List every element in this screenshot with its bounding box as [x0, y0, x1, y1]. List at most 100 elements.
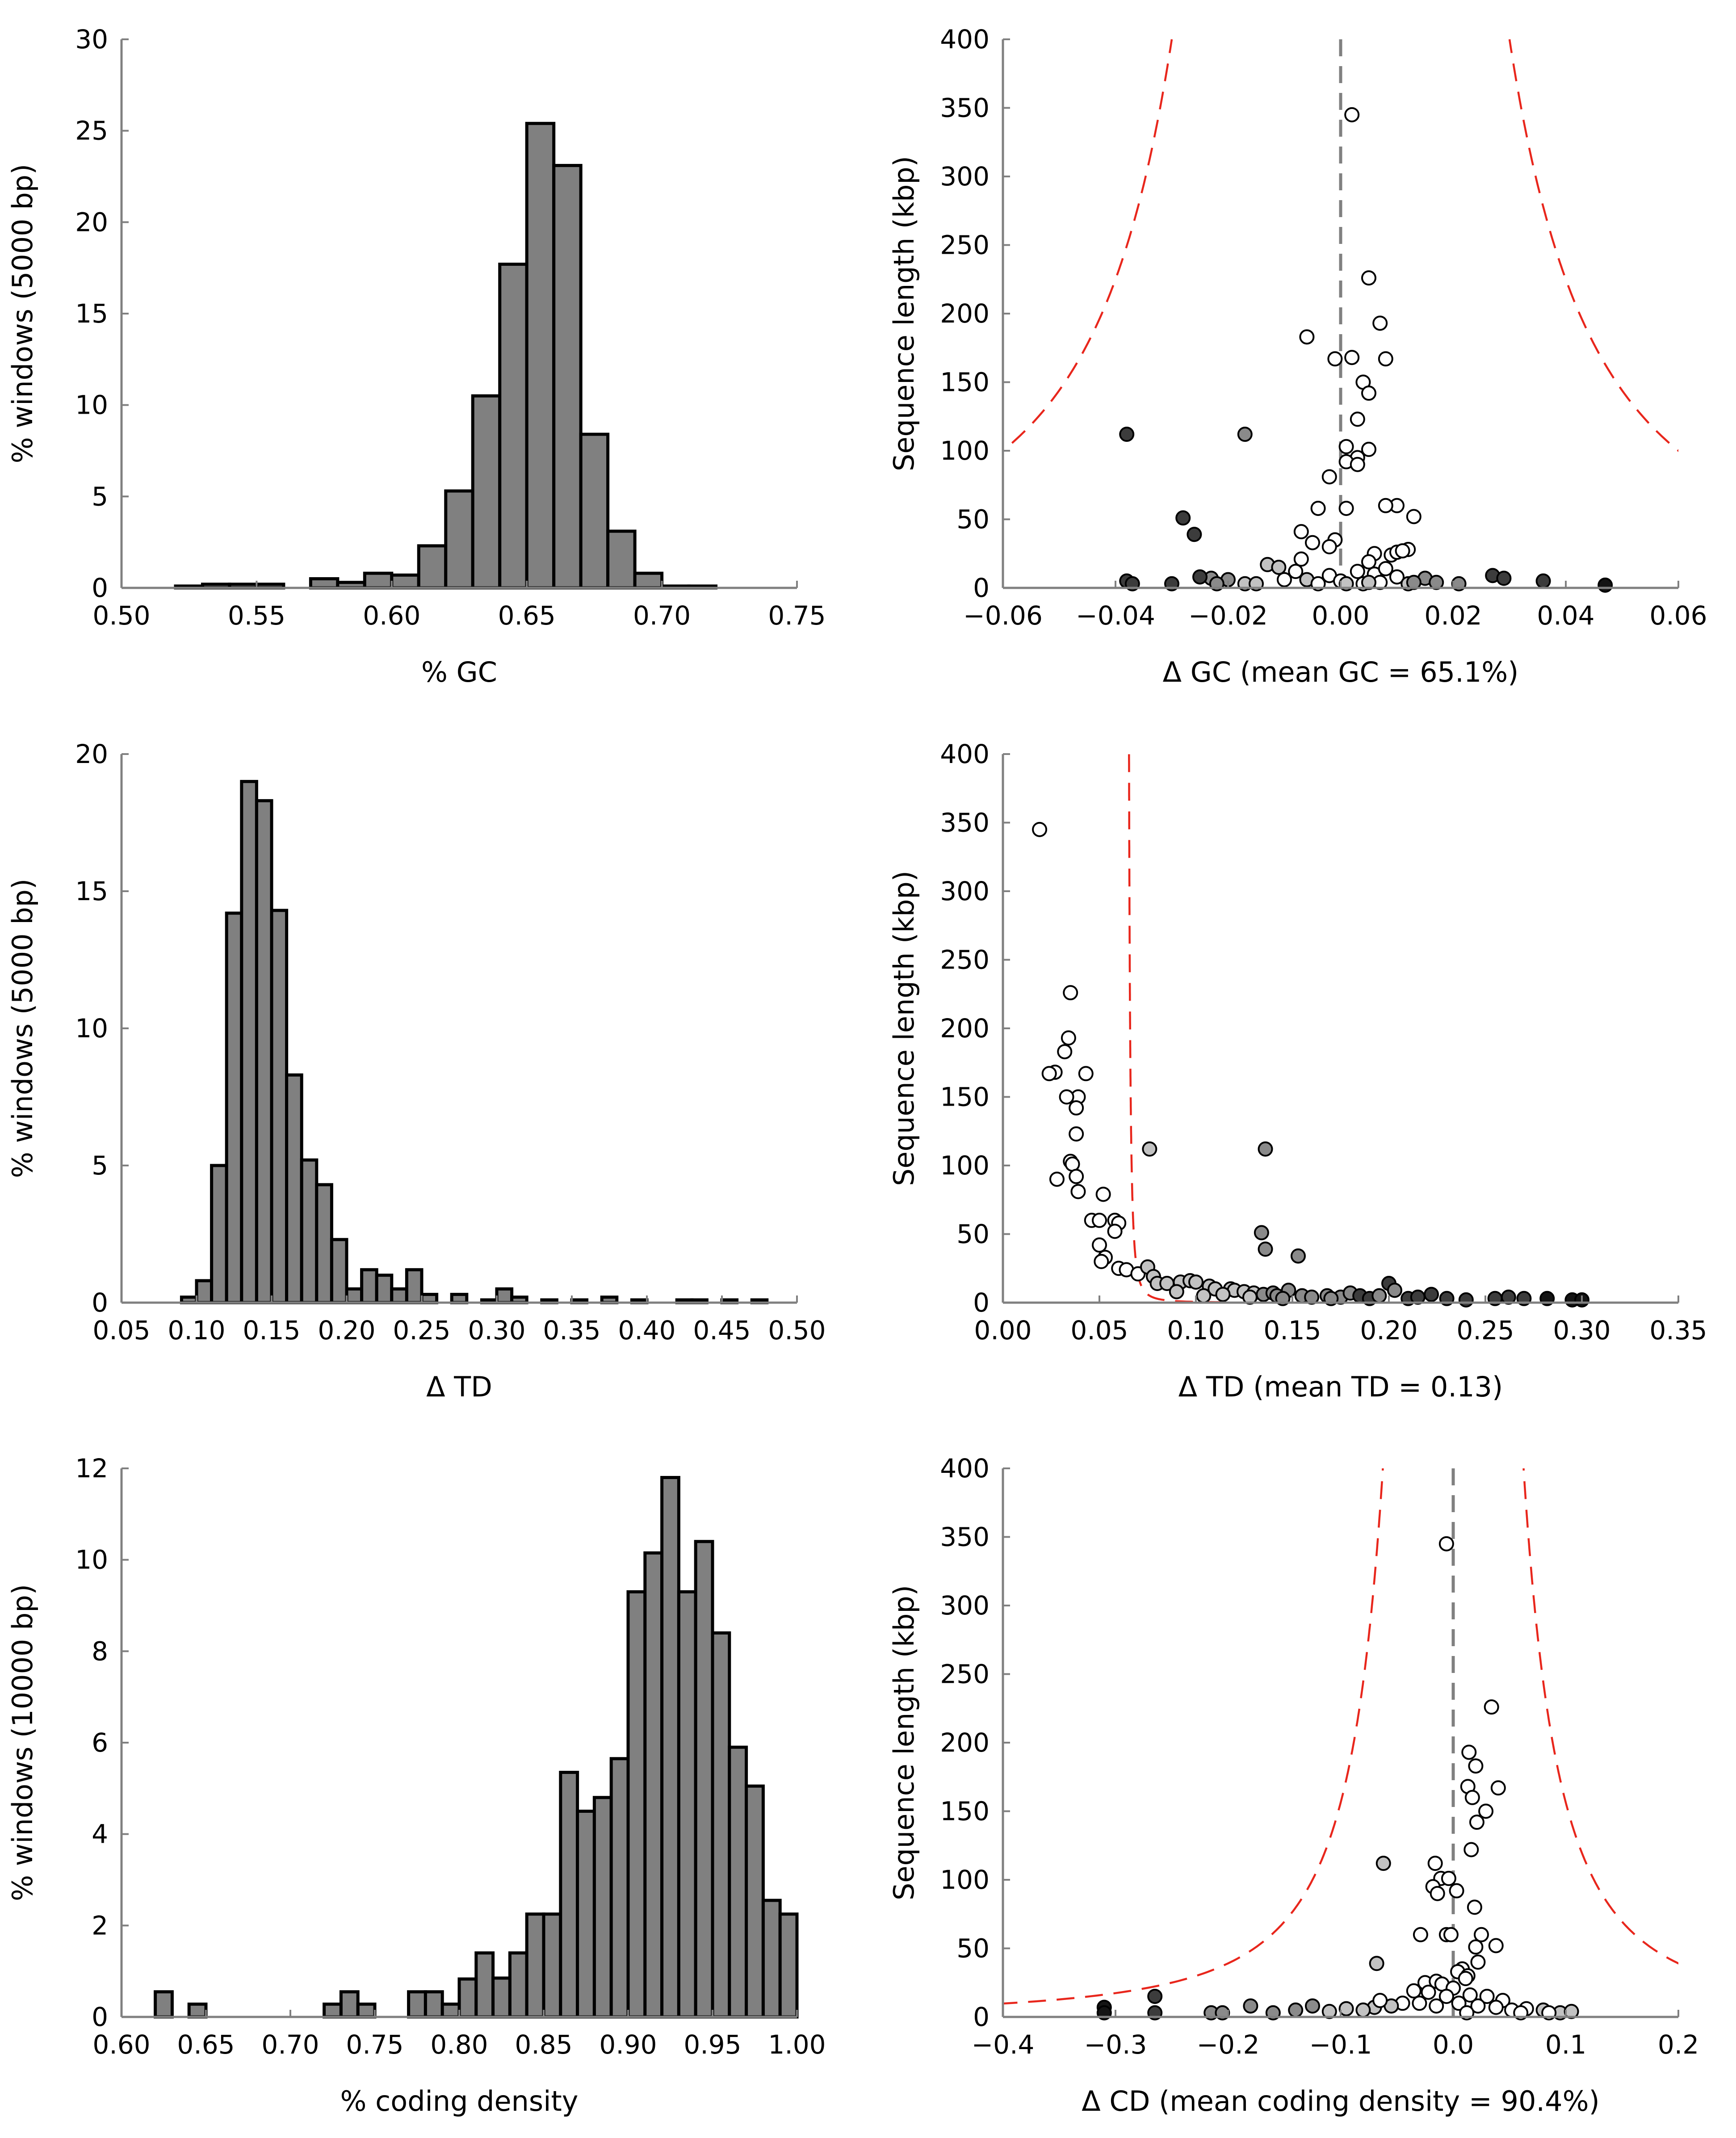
td-scatter-point-10 [1069, 1126, 1084, 1142]
cd-hist-xtick-label-3: 0.75 [346, 2029, 403, 2060]
cd-hist-xtick-label-8: 1.00 [768, 2029, 826, 2060]
gc-scatter-ytick-label-3: 150 [940, 367, 990, 398]
gc-hist-xtick-label-4: 0.70 [633, 600, 691, 631]
td-hist-ylabel: % windows (5000 bp) [6, 879, 39, 1178]
cd-scatter-point-2 [1461, 1744, 1477, 1760]
cd-scatter-point-42 [1429, 1998, 1444, 2014]
gc-hist-panel: 0.50 0.55 0.60 0.65 0.70 0.75 0 5 10 15 20 25 30 % GC… [6, 24, 826, 688]
gc-scatter-point-45 [1389, 569, 1405, 585]
cd-scatter-point-38 [1479, 1988, 1495, 2004]
td-scatter-point-1 [1063, 985, 1078, 1001]
td-scatter-xtick-label-4: 0.20 [1360, 1315, 1417, 1346]
td-hist-bar-16 [420, 1293, 439, 1304]
gc-scatter-point-5 [1344, 350, 1360, 365]
gc-scatter-threshold-curve-left [1003, 39, 1173, 452]
cd-scatter-point-45 [1488, 2000, 1504, 2015]
gc-scatter-ytick-label-5: 250 [940, 230, 990, 260]
cd-hist-xtick-label-7: 0.95 [683, 2029, 741, 2060]
td-scatter-point-66 [1501, 1289, 1516, 1305]
gc-hist-bar-9 [444, 489, 474, 590]
td-scatter-point-15 [1069, 1169, 1084, 1184]
gc-scatter-point-3 [1372, 315, 1388, 331]
gc-scatter-panel: −0.06 −0.04 −0.02 0.00 0.02 0.04 0.06 0 50 100 150… [888, 24, 1707, 688]
gc-hist-ylabel: % windows (5000 bp) [6, 164, 39, 463]
cd-hist-xlabel: % coding density [340, 2085, 579, 2117]
cd-scatter-point-24 [1470, 1954, 1486, 1970]
cd-scatter-point-16 [1449, 1883, 1464, 1899]
td-hist-bar-13 [375, 1274, 394, 1304]
cd-hist-bar-5 [407, 1990, 427, 2019]
cd-hist-bar-27 [778, 1912, 799, 2019]
gc-hist-ytick-label-5: 25 [75, 116, 108, 146]
td-scatter-point-39 [1188, 1274, 1203, 1290]
td-scatter-point-23 [1107, 1224, 1123, 1239]
td-hist-ytick-label-1: 5 [92, 1150, 108, 1181]
td-hist-bar-1 [195, 1279, 214, 1304]
gc-scatter-point-20 [1378, 498, 1393, 513]
cd-scatter-xtick-label-2: −0.2 [1197, 2029, 1260, 2060]
cd-hist-bar-15 [576, 1810, 596, 2019]
gc-scatter-xtick-label-0: −0.06 [963, 600, 1043, 631]
cd-scatter-xtick-label-4: 0.0 [1433, 2029, 1474, 2060]
cd-scatter-point-5 [1490, 1780, 1506, 1796]
cd-scatter-ytick-label-0: 0 [973, 2002, 990, 2032]
td-hist-ytick-label-0: 0 [92, 1287, 108, 1318]
td-scatter-point-0 [1032, 822, 1048, 837]
td-hist-bar-11 [345, 1287, 364, 1304]
td-hist-xtick-label-9: 0.50 [768, 1315, 826, 1346]
td-scatter-point-59 [1387, 1283, 1402, 1298]
gc-scatter-point-32 [1361, 554, 1376, 570]
cd-hist-bar-20 [660, 1476, 680, 2019]
cd-scatter-ytick-label-4: 200 [940, 1727, 990, 1758]
td-scatter-point-6 [1078, 1066, 1094, 1082]
gc-scatter-point-22 [1310, 500, 1326, 516]
gc-scatter-point-25 [1293, 524, 1309, 540]
cd-hist-bar-23 [711, 1631, 731, 2019]
gc-scatter-point-39 [1277, 572, 1292, 587]
gc-hist-bar-12 [525, 122, 556, 590]
gc-scatter-point-57 [1192, 569, 1208, 585]
gc-scatter-point-9 [1350, 411, 1365, 427]
cd-hist-xtick-label-5: 0.85 [515, 2029, 572, 2060]
cd-scatter-point-22 [1488, 1938, 1504, 1954]
gc-hist-bar-6 [363, 571, 394, 590]
cd-scatter-point-3 [1468, 1758, 1484, 1774]
td-hist-xtick-label-5: 0.30 [468, 1315, 525, 1346]
td-scatter-point-57 [1371, 1288, 1387, 1304]
cd-hist-bar-13 [542, 1912, 562, 2019]
gc-scatter-point-35 [1395, 543, 1410, 559]
cd-scatter-ytick-label-6: 300 [940, 1590, 990, 1621]
td-scatter-point-18 [1095, 1186, 1111, 1202]
cd-scatter-point-21 [1474, 1927, 1489, 1942]
td-hist-xtick-label-1: 0.10 [168, 1315, 225, 1346]
cd-scatter-point-54 [1355, 2002, 1371, 2018]
td-scatter-ytick-label-2: 100 [940, 1150, 990, 1181]
gc-hist-ytick-label-6: 30 [75, 24, 108, 54]
gc-scatter-xtick-label-1: −0.04 [1076, 600, 1155, 631]
cd-hist-bar-21 [677, 1590, 697, 2019]
cd-scatter-xtick-label-1: −0.3 [1084, 2029, 1147, 2060]
cd-hist-bar-8 [457, 1977, 478, 2019]
gc-hist-xtick-label-3: 0.65 [498, 600, 556, 631]
gc-scatter-point-4 [1327, 351, 1343, 367]
td-scatter-point-14 [1065, 1156, 1080, 1172]
cd-hist-bar-1 [187, 2002, 208, 2019]
cd-scatter-point-55 [1338, 2001, 1354, 2016]
cd-hist-xtick-label-2: 0.70 [261, 2029, 319, 2060]
gc-hist-xtick-label-1: 0.55 [228, 600, 285, 631]
gc-scatter-xtick-label-5: 0.04 [1537, 600, 1594, 631]
gc-scatter-point-1 [1361, 270, 1376, 286]
cd-hist-bar-26 [761, 1899, 782, 2019]
gc-scatter-point-16 [1350, 457, 1365, 472]
gc-scatter-point-2 [1299, 329, 1315, 345]
cd-scatter-point-63 [1147, 1988, 1163, 2004]
td-hist-bar-17 [450, 1293, 469, 1304]
gc-scatter-ytick-label-1: 50 [956, 504, 990, 535]
gc-scatter-ytick-label-2: 100 [940, 436, 990, 466]
td-scatter-point-51 [1304, 1289, 1320, 1305]
td-scatter-point-26 [1258, 1241, 1273, 1257]
td-hist-ytick-label-3: 15 [75, 876, 108, 906]
cd-scatter-point-34 [1406, 1983, 1422, 1999]
gc-scatter-ytick-label-4: 200 [940, 298, 990, 329]
td-scatter-xtick-label-1: 0.05 [1070, 1315, 1128, 1346]
